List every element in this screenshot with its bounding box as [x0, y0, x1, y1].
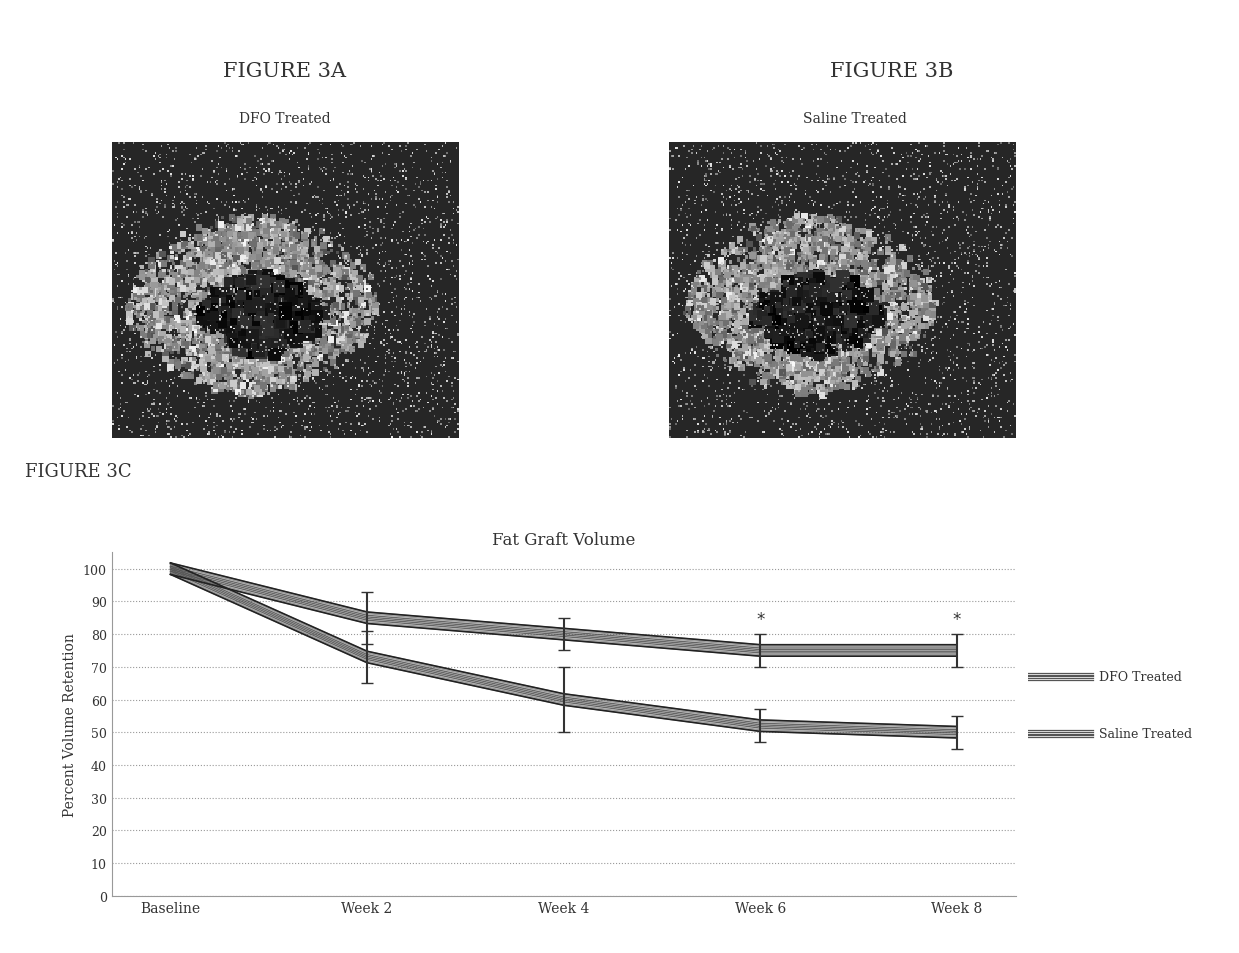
Y-axis label: Percent Volume Retention: Percent Volume Retention — [63, 633, 77, 816]
Text: FIGURE 3C: FIGURE 3C — [25, 463, 131, 480]
Text: *: * — [756, 610, 764, 628]
Text: Saline Treated: Saline Treated — [1099, 727, 1192, 740]
Title: Fat Graft Volume: Fat Graft Volume — [492, 532, 636, 548]
Text: *: * — [953, 610, 961, 628]
Text: FIGURE 3B: FIGURE 3B — [830, 62, 954, 81]
Text: DFO Treated: DFO Treated — [1099, 670, 1182, 683]
Text: FIGURE 3A: FIGURE 3A — [223, 62, 347, 81]
Text: DFO Treated: DFO Treated — [239, 112, 331, 126]
Text: Saline Treated: Saline Treated — [803, 112, 907, 126]
